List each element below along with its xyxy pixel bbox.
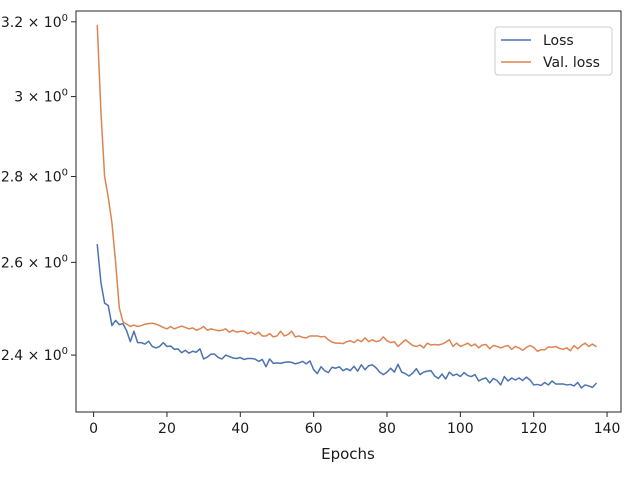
y-tick-exponent: 0 (62, 88, 68, 99)
y-tick-mantissa: 10 (44, 15, 62, 31)
legend: Loss Val. loss (494, 26, 613, 76)
y-tick-label: 2.6 × 100 (1, 253, 68, 271)
y-tick-times: × (23, 255, 44, 271)
y-tick-label: 3 × 100 (14, 88, 68, 106)
x-tick-label: 140 (594, 421, 621, 437)
y-tick-label: 3.2 × 100 (1, 13, 68, 31)
y-tick-exponent: 0 (62, 168, 68, 179)
x-tick-label: 40 (231, 421, 249, 437)
legend-box (494, 26, 613, 76)
y-tick-base: 3 (14, 90, 23, 106)
series-line-val-loss (96, 24, 597, 353)
y-tick-base: 2.6 (1, 255, 23, 271)
y-tick-mantissa: 10 (44, 348, 62, 364)
legend-label-loss: Loss (543, 33, 574, 49)
x-tick-label: 60 (305, 421, 323, 437)
series-lines (96, 24, 597, 389)
y-tick-exponent: 0 (62, 13, 68, 24)
y-tick-exponent: 0 (62, 346, 68, 357)
y-tick-base: 2.8 (1, 170, 23, 186)
y-tick-mantissa: 10 (44, 90, 62, 106)
x-axis-ticks: 0 20 40 60 80 100 120 140 (89, 412, 620, 437)
y-tick-base: 3.2 (1, 15, 23, 31)
x-tick-label: 80 (378, 421, 396, 437)
legend-label-val-loss: Val. loss (543, 55, 600, 71)
y-tick-label: 2.8 × 100 (1, 168, 68, 186)
x-tick-label: 120 (520, 421, 547, 437)
y-tick-mantissa: 10 (44, 255, 62, 271)
series-line-loss (96, 243, 597, 389)
y-tick-times: × (23, 15, 44, 31)
y-tick-mantissa: 10 (44, 170, 62, 186)
x-tick-label: 20 (158, 421, 176, 437)
y-tick-times: × (23, 90, 44, 106)
x-axis-title: Epochs (321, 445, 375, 463)
x-tick-label: 100 (447, 421, 474, 437)
y-tick-exponent: 0 (62, 253, 68, 264)
y-tick-times: × (23, 348, 44, 364)
y-tick-times: × (23, 170, 44, 186)
x-tick-label: 0 (89, 421, 98, 437)
y-tick-label: 2.4 × 100 (1, 346, 68, 364)
y-tick-base: 2.4 (1, 348, 23, 364)
